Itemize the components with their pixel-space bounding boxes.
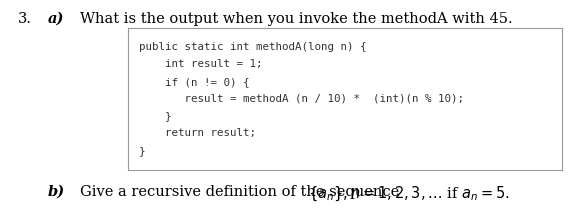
Text: 3.: 3. <box>18 12 32 26</box>
Text: public static int methodA(long n) {: public static int methodA(long n) { <box>139 42 366 52</box>
Text: $\{a_n\}, n = 1, 2, 3, \ldots$ if $a_n = 5.$: $\{a_n\}, n = 1, 2, 3, \ldots$ if $a_n =… <box>308 185 510 203</box>
Text: }: } <box>139 111 171 121</box>
Text: result = methodA (n / 10) *  (int)(n % 10);: result = methodA (n / 10) * (int)(n % 10… <box>139 94 464 104</box>
Text: }: } <box>139 146 145 156</box>
Text: int result = 1;: int result = 1; <box>139 59 262 69</box>
Text: a): a) <box>48 12 64 26</box>
Text: return result;: return result; <box>139 128 256 138</box>
Text: if (n != 0) {: if (n != 0) { <box>139 77 249 87</box>
Text: Give a recursive definition of the sequence: Give a recursive definition of the seque… <box>80 185 404 199</box>
Text: What is the output when you invoke the methodA with 45.: What is the output when you invoke the m… <box>80 12 513 26</box>
Text: b): b) <box>48 185 65 199</box>
